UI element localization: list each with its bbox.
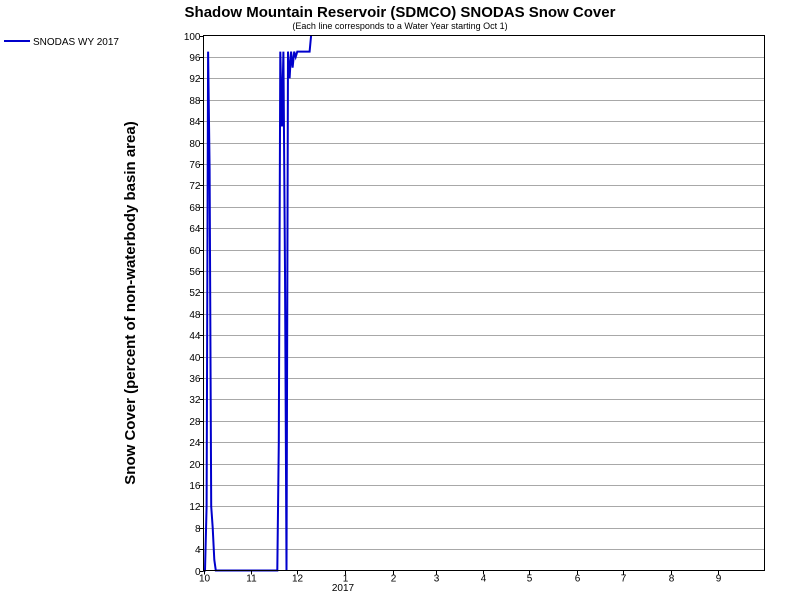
y-tick-label: 84 [189, 117, 201, 128]
y-tick-label: 36 [189, 374, 201, 385]
y-tick-label: 88 [189, 96, 201, 107]
y-tick-label: 16 [189, 481, 201, 492]
y-tick-label: 4 [195, 545, 201, 556]
y-tick-label: 28 [189, 417, 201, 428]
chart-subtitle: (Each line corresponds to a Water Year s… [292, 21, 507, 31]
y-tick-label: 92 [189, 74, 201, 85]
x-tick-label: 9 [716, 574, 722, 585]
y-tick-label: 96 [189, 53, 201, 64]
plot-area [203, 35, 313, 572]
x-tick-label: 3 [434, 574, 440, 585]
y-tick-label: 76 [189, 160, 201, 171]
x-tick-label: 4 [481, 574, 487, 585]
y-tick-label: 44 [189, 331, 201, 342]
grid [203, 57, 765, 550]
y-tick-label: 68 [189, 203, 201, 214]
y-tick-label: 24 [189, 438, 201, 449]
y-tick-label: 60 [189, 246, 201, 257]
x-axis-ticks: 10 11 12 1 2 3 4 5 6 7 8 9 [199, 570, 722, 585]
x-tick-label: 10 [199, 574, 211, 585]
x-tick-label: 2 [391, 574, 397, 585]
y-tick-label: 48 [189, 310, 201, 321]
y-axis-label: Snow Cover (percent of non-waterbody bas… [122, 121, 139, 484]
y-tick-label: 100 [184, 32, 201, 43]
y-tick-label: 0 [195, 567, 201, 578]
x-year-label: 2017 [332, 583, 355, 594]
x-tick-label: 1 [343, 574, 349, 585]
y-tick-label: 32 [189, 395, 201, 406]
y-tick-label: 40 [189, 353, 201, 364]
y-axis-ticks: 0481216202428323640444852566064687276808… [184, 32, 204, 578]
y-tick-label: 72 [189, 181, 201, 192]
x-tick-label: 7 [621, 574, 627, 585]
y-tick-label: 12 [189, 502, 201, 513]
series-line [203, 35, 313, 572]
x-tick-label: 6 [575, 574, 581, 585]
y-tick-label: 8 [195, 524, 201, 535]
x-tick-label: 11 [246, 574, 257, 585]
x-tick-label: 12 [292, 574, 304, 585]
legend: SNODAS WY 2017 [4, 37, 119, 48]
chart-title: Shadow Mountain Reservoir (SDMCO) SNODAS… [185, 4, 616, 21]
legend-label: SNODAS WY 2017 [33, 37, 119, 48]
x-tick-label: 5 [527, 574, 533, 585]
y-tick-label: 20 [189, 460, 201, 471]
y-tick-label: 52 [189, 288, 201, 299]
y-tick-label: 64 [189, 224, 201, 235]
y-tick-label: 56 [189, 267, 201, 278]
y-tick-label: 80 [189, 139, 201, 150]
x-tick-label: 8 [669, 574, 675, 585]
